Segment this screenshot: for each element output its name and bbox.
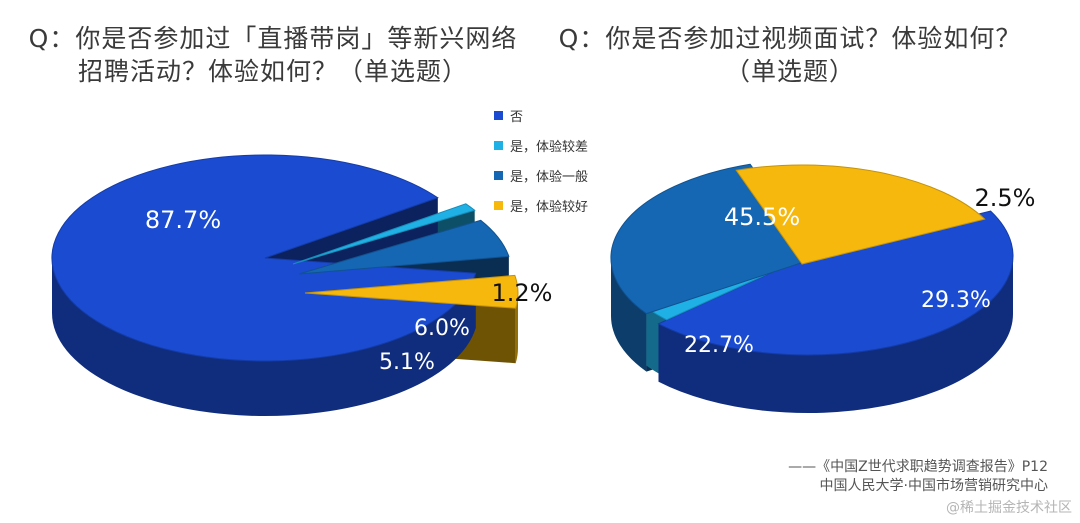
slice-side-no bbox=[658, 256, 1013, 414]
slice-no bbox=[51, 154, 477, 362]
data-label-good: 5.1% bbox=[379, 350, 435, 375]
legend-item-ok: 是，体验一般 bbox=[494, 160, 588, 190]
slice-good bbox=[304, 274, 519, 309]
data-label-no: 87.7% bbox=[145, 206, 221, 234]
watermark: @稀土掘金技术社区 bbox=[946, 500, 1072, 516]
legend-label: 是，体验一般 bbox=[510, 169, 589, 185]
slice-bad bbox=[292, 203, 476, 265]
data-label-good: 22.7% bbox=[684, 333, 754, 358]
pie-2: 45.5% 2.5% 29.3% 22.7% bbox=[610, 163, 1036, 414]
slice-no bbox=[657, 210, 1014, 356]
legend-swatch bbox=[494, 140, 503, 150]
slice-side-ok bbox=[611, 258, 647, 372]
legend-item-good: 是，体验较好 bbox=[494, 190, 588, 220]
legend: 否 是，体验较差 是，体验一般 是，体验较好 bbox=[494, 100, 588, 220]
legend-label: 是，体验较好 bbox=[510, 199, 589, 215]
source-note: ——《中国Z世代求职趋势调查报告》P12 中国人民大学·中国市场营销研究中心 bbox=[788, 458, 1048, 496]
source-line-1: ——《中国Z世代求职趋势调查报告》P12 bbox=[788, 459, 1048, 475]
legend-item-no: 否 bbox=[494, 100, 588, 130]
chart1-title: Q：你是否参加过「直播带岗」等新兴网络 招聘活动？体验如何？（单选题） bbox=[28, 24, 518, 86]
legend-swatch bbox=[494, 170, 503, 180]
source-line-2: 中国人民大学·中国市场营销研究中心 bbox=[819, 478, 1048, 494]
legend-swatch bbox=[494, 200, 503, 210]
data-label-no: 45.5% bbox=[724, 203, 800, 231]
slice-side-good bbox=[515, 293, 518, 364]
legend-swatch bbox=[494, 110, 503, 120]
legend-item-bad: 是，体验较差 bbox=[494, 130, 588, 160]
slice-ok bbox=[298, 219, 510, 275]
slice-side-no bbox=[52, 258, 476, 416]
legend-label: 是，体验较差 bbox=[510, 139, 589, 155]
data-label-ok: 29.3% bbox=[921, 288, 991, 313]
data-label-bad: 2.5% bbox=[975, 184, 1036, 212]
slice-good bbox=[735, 164, 986, 265]
pie-1: 87.7% 1.2% 6.0% 5.1% bbox=[51, 154, 553, 416]
chart2-title: Q：你是否参加过视频面试？体验如何？ （单选题） bbox=[558, 24, 1022, 86]
legend-label: 否 bbox=[510, 109, 524, 125]
data-label-bad: 1.2% bbox=[492, 279, 553, 307]
data-label-ok: 6.0% bbox=[414, 316, 470, 341]
